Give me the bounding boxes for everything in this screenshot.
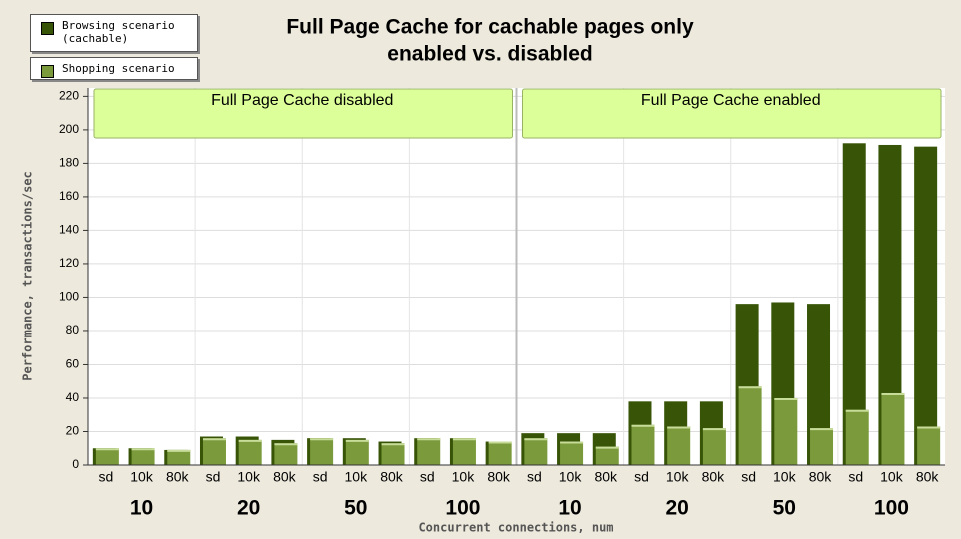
x-tick-label: 80k bbox=[166, 469, 190, 485]
bar bbox=[774, 397, 798, 465]
x-tick-label: 80k bbox=[916, 469, 940, 485]
bar bbox=[914, 146, 938, 465]
x-tick-label: 80k bbox=[809, 469, 833, 485]
x-tick-label: 10k bbox=[666, 469, 690, 485]
x-tick-label: sd bbox=[848, 469, 863, 485]
x-tick-label: sd bbox=[98, 469, 113, 485]
chart-title: Full Page Cache for cachable pages only bbox=[286, 16, 694, 39]
bar bbox=[560, 441, 584, 465]
x-tick-label: 10k bbox=[559, 469, 583, 485]
y-tick-label: 220 bbox=[59, 89, 79, 103]
bar bbox=[807, 304, 831, 465]
x-tick-label: sd bbox=[527, 469, 542, 485]
bar bbox=[167, 449, 191, 465]
y-tick-label: 0 bbox=[72, 457, 79, 471]
bar bbox=[310, 438, 334, 465]
y-tick-label: 40 bbox=[66, 390, 80, 404]
bar bbox=[667, 426, 691, 465]
legend-swatch bbox=[41, 22, 54, 35]
x-tick-label: 80k bbox=[380, 469, 404, 485]
x-tick-label: 10k bbox=[452, 469, 476, 485]
y-tick-label: 180 bbox=[59, 156, 79, 170]
chart-subtitle: enabled vs. disabled bbox=[387, 43, 592, 66]
bar bbox=[488, 441, 512, 465]
section-label: Full Page Cache enabled bbox=[641, 92, 821, 109]
bar bbox=[131, 448, 155, 465]
bar bbox=[452, 438, 476, 465]
bar bbox=[595, 446, 619, 465]
section-box bbox=[93, 88, 513, 139]
bar bbox=[810, 428, 834, 465]
legend-label: Shopping scenario bbox=[62, 62, 175, 75]
group-label: 50 bbox=[344, 497, 367, 520]
group-label: 10 bbox=[558, 497, 581, 520]
x-tick-label: 10k bbox=[773, 469, 797, 485]
section-box bbox=[522, 88, 942, 139]
bar bbox=[238, 439, 262, 465]
y-tick-label: 100 bbox=[59, 290, 79, 304]
group-label: 20 bbox=[237, 497, 260, 520]
bar bbox=[702, 428, 726, 465]
y-tick-label: 60 bbox=[66, 357, 80, 371]
x-tick-label: 80k bbox=[487, 469, 511, 485]
y-tick-label: 80 bbox=[66, 323, 80, 337]
x-tick-label: sd bbox=[206, 469, 221, 485]
bar bbox=[845, 409, 869, 465]
bar bbox=[417, 438, 441, 465]
bar bbox=[842, 143, 866, 465]
section-label: Full Page Cache disabled bbox=[211, 92, 393, 109]
x-axis-label: Concurrent connections, num bbox=[418, 521, 613, 535]
y-tick-label: 120 bbox=[59, 256, 79, 270]
y-tick-label: 160 bbox=[59, 189, 79, 203]
x-tick-label: sd bbox=[313, 469, 328, 485]
bar bbox=[95, 448, 119, 465]
bar bbox=[274, 443, 298, 465]
bar bbox=[202, 438, 226, 465]
x-tick-label: 80k bbox=[702, 469, 726, 485]
group-label: 100 bbox=[445, 497, 480, 520]
bar bbox=[878, 144, 902, 466]
bar bbox=[631, 424, 655, 465]
x-tick-label: sd bbox=[420, 469, 435, 485]
x-tick-label: 10k bbox=[237, 469, 261, 485]
x-tick-label: sd bbox=[741, 469, 756, 485]
bar bbox=[738, 386, 762, 465]
group-label: 20 bbox=[666, 497, 689, 520]
legend-swatch bbox=[41, 65, 54, 78]
group-label: 10 bbox=[130, 497, 153, 520]
x-tick-label: 10k bbox=[880, 469, 904, 485]
x-tick-label: sd bbox=[634, 469, 649, 485]
bar bbox=[345, 439, 369, 465]
legend-item: Browsing scenario (cachable) bbox=[30, 14, 198, 52]
group-label: 100 bbox=[874, 497, 909, 520]
y-tick-label: 20 bbox=[66, 424, 80, 438]
bar bbox=[917, 426, 941, 465]
x-tick-label: 10k bbox=[130, 469, 154, 485]
bar bbox=[381, 443, 405, 465]
x-tick-label: 10k bbox=[345, 469, 369, 485]
bar bbox=[881, 392, 905, 465]
legend-label: Browsing scenario (cachable) bbox=[62, 19, 175, 45]
y-tick-label: 200 bbox=[59, 122, 79, 136]
x-tick-label: 80k bbox=[273, 469, 297, 485]
legend-item: Shopping scenario bbox=[30, 57, 198, 80]
group-label: 50 bbox=[773, 497, 796, 520]
y-tick-label: 140 bbox=[59, 223, 79, 237]
bar bbox=[524, 438, 548, 465]
x-tick-label: 80k bbox=[594, 469, 618, 485]
y-axis-label: Performance, transactions/sec bbox=[21, 171, 35, 381]
